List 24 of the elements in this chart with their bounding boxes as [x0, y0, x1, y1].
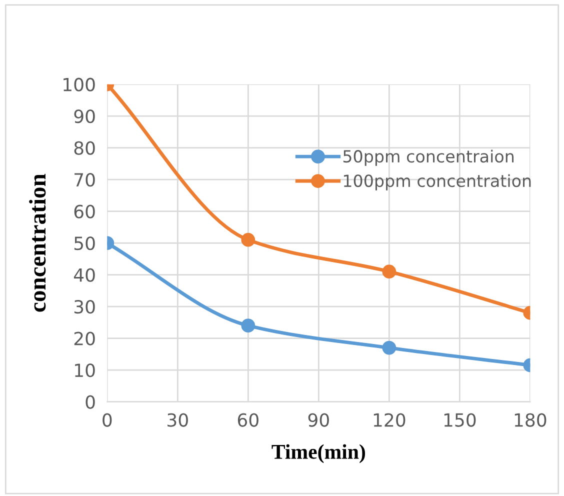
x-axis-title: Time(min): [272, 444, 366, 464]
y-tick-label: 90: [74, 110, 95, 124]
y-tick-label: 80: [74, 141, 95, 155]
y-axis-title: concentration: [29, 174, 46, 312]
point: [382, 264, 396, 279]
y-tick-label: 60: [74, 204, 95, 218]
y-tick-label: 100: [64, 78, 95, 92]
y-tick-label: 30: [74, 300, 95, 314]
y-tick-label: 20: [74, 332, 95, 346]
y-tick-label: 70: [74, 173, 95, 187]
y-tick-label: 10: [75, 363, 95, 378]
x-tick-label: 0: [102, 413, 112, 427]
x-tick-label: 30: [168, 413, 188, 427]
x-tick-label: 120: [374, 413, 406, 427]
x-tick-label: 150: [444, 413, 476, 427]
legend-label: 50ppm concentraion: [343, 150, 514, 166]
y-tick-label: 50: [74, 236, 95, 250]
point: [241, 232, 256, 247]
x-tick-label: 60: [238, 413, 258, 427]
x-tick-label: 90: [308, 413, 329, 427]
legend-label: 100ppm concentration: [344, 174, 531, 190]
x-tick-label: 180: [514, 413, 546, 427]
y-tick-label: 0: [86, 395, 95, 409]
y-tick-label: 40: [74, 268, 95, 282]
